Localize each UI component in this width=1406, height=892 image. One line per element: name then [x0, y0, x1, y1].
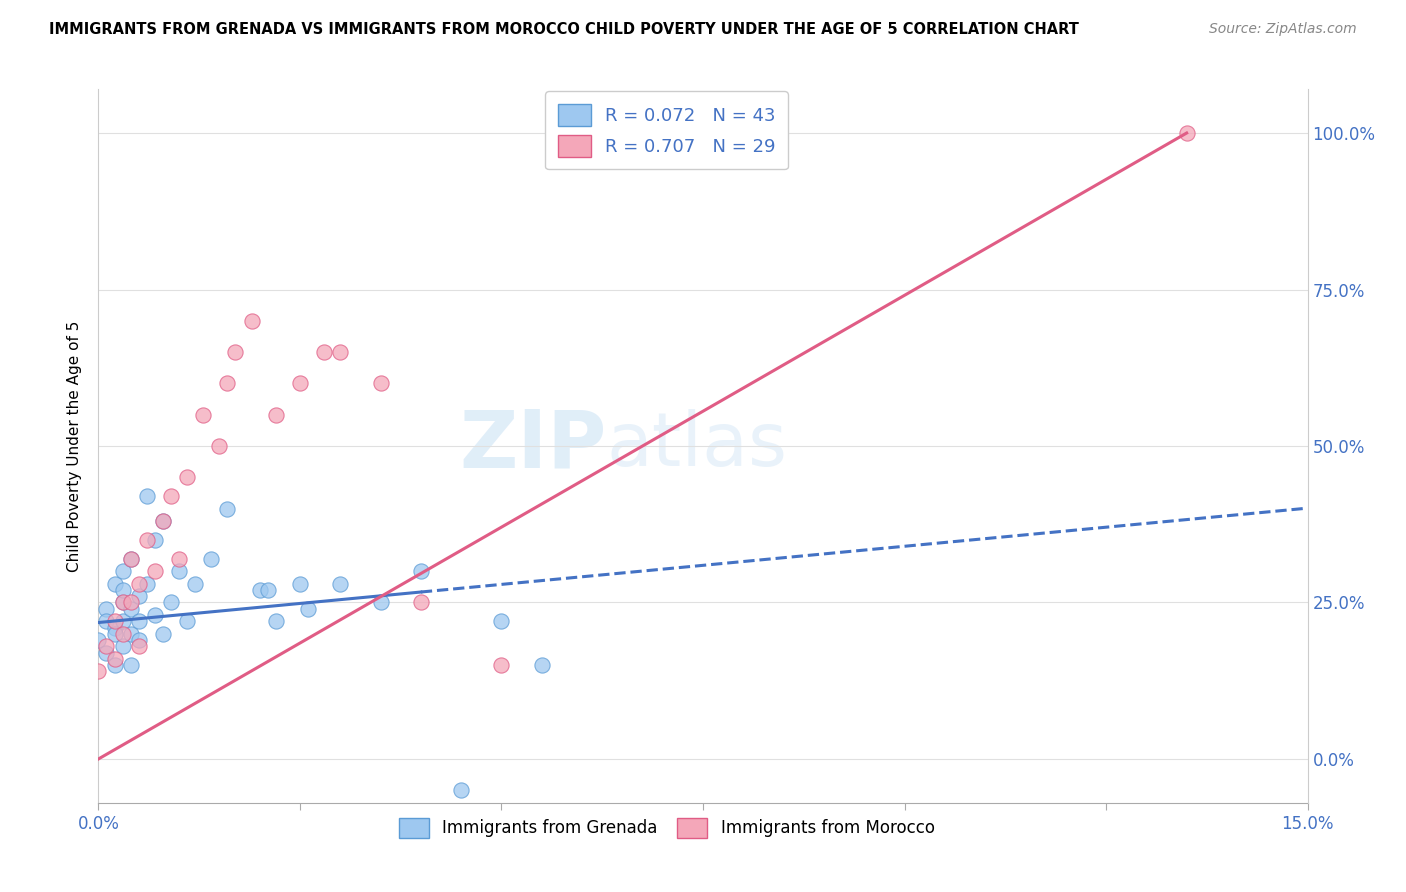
Point: [111, 640, 134, 654]
Point: [135, 489, 157, 503]
Point: [409, 564, 432, 578]
Y-axis label: Child Poverty Under the Age of 5: Child Poverty Under the Age of 5: [67, 320, 83, 572]
Point: [120, 627, 142, 641]
Point: [314, 345, 336, 359]
Point: [128, 633, 150, 648]
Point: [167, 564, 190, 578]
Text: Source: ZipAtlas.com: Source: ZipAtlas.com: [1209, 22, 1357, 37]
Point: [249, 582, 271, 597]
Point: [128, 589, 150, 603]
Point: [120, 658, 142, 673]
Point: [176, 614, 198, 628]
Point: [264, 614, 287, 628]
Point: [128, 640, 150, 654]
Point: [111, 595, 134, 609]
Point: [193, 408, 215, 422]
Point: [143, 533, 166, 547]
Point: [329, 345, 352, 359]
Point: [184, 576, 207, 591]
Point: [135, 576, 157, 591]
Point: [135, 533, 157, 547]
Point: [143, 564, 166, 578]
Point: [167, 551, 190, 566]
Point: [491, 658, 513, 673]
Point: [256, 582, 278, 597]
Point: [87, 665, 110, 679]
Point: [96, 646, 118, 660]
Point: [208, 439, 231, 453]
Point: [264, 408, 287, 422]
Point: [87, 633, 110, 648]
Point: [329, 576, 352, 591]
Point: [530, 658, 553, 673]
Point: [288, 376, 311, 391]
Legend: Immigrants from Grenada, Immigrants from Morocco: Immigrants from Grenada, Immigrants from…: [388, 807, 945, 848]
Point: [120, 551, 142, 566]
Point: [128, 576, 150, 591]
Point: [128, 614, 150, 628]
Point: [224, 345, 246, 359]
Point: [111, 595, 134, 609]
Text: IMMIGRANTS FROM GRENADA VS IMMIGRANTS FROM MOROCCO CHILD POVERTY UNDER THE AGE O: IMMIGRANTS FROM GRENADA VS IMMIGRANTS FR…: [49, 22, 1078, 37]
Point: [120, 551, 142, 566]
Point: [217, 376, 239, 391]
Point: [152, 627, 174, 641]
Point: [103, 614, 125, 628]
Point: [288, 576, 311, 591]
Point: [111, 614, 134, 628]
Point: [111, 564, 134, 578]
Point: [103, 627, 125, 641]
Point: [200, 551, 222, 566]
Point: [297, 601, 319, 615]
Point: [103, 576, 125, 591]
Point: [370, 376, 392, 391]
Point: [120, 601, 142, 615]
Point: [160, 595, 183, 609]
Point: [143, 607, 166, 622]
Point: [217, 501, 239, 516]
Point: [103, 652, 125, 666]
Point: [111, 627, 134, 641]
Point: [176, 470, 198, 484]
Point: [111, 582, 134, 597]
Point: [103, 621, 125, 635]
Point: [450, 783, 472, 797]
Point: [152, 514, 174, 528]
Point: [103, 658, 125, 673]
Point: [491, 614, 513, 628]
Point: [409, 595, 432, 609]
Point: [370, 595, 392, 609]
Point: [96, 640, 118, 654]
Point: [1175, 126, 1198, 140]
Point: [120, 595, 142, 609]
Point: [160, 489, 183, 503]
Point: [96, 601, 118, 615]
Text: ZIP: ZIP: [458, 407, 606, 485]
Point: [152, 514, 174, 528]
Point: [96, 614, 118, 628]
Point: [240, 314, 263, 328]
Text: atlas: atlas: [606, 409, 787, 483]
